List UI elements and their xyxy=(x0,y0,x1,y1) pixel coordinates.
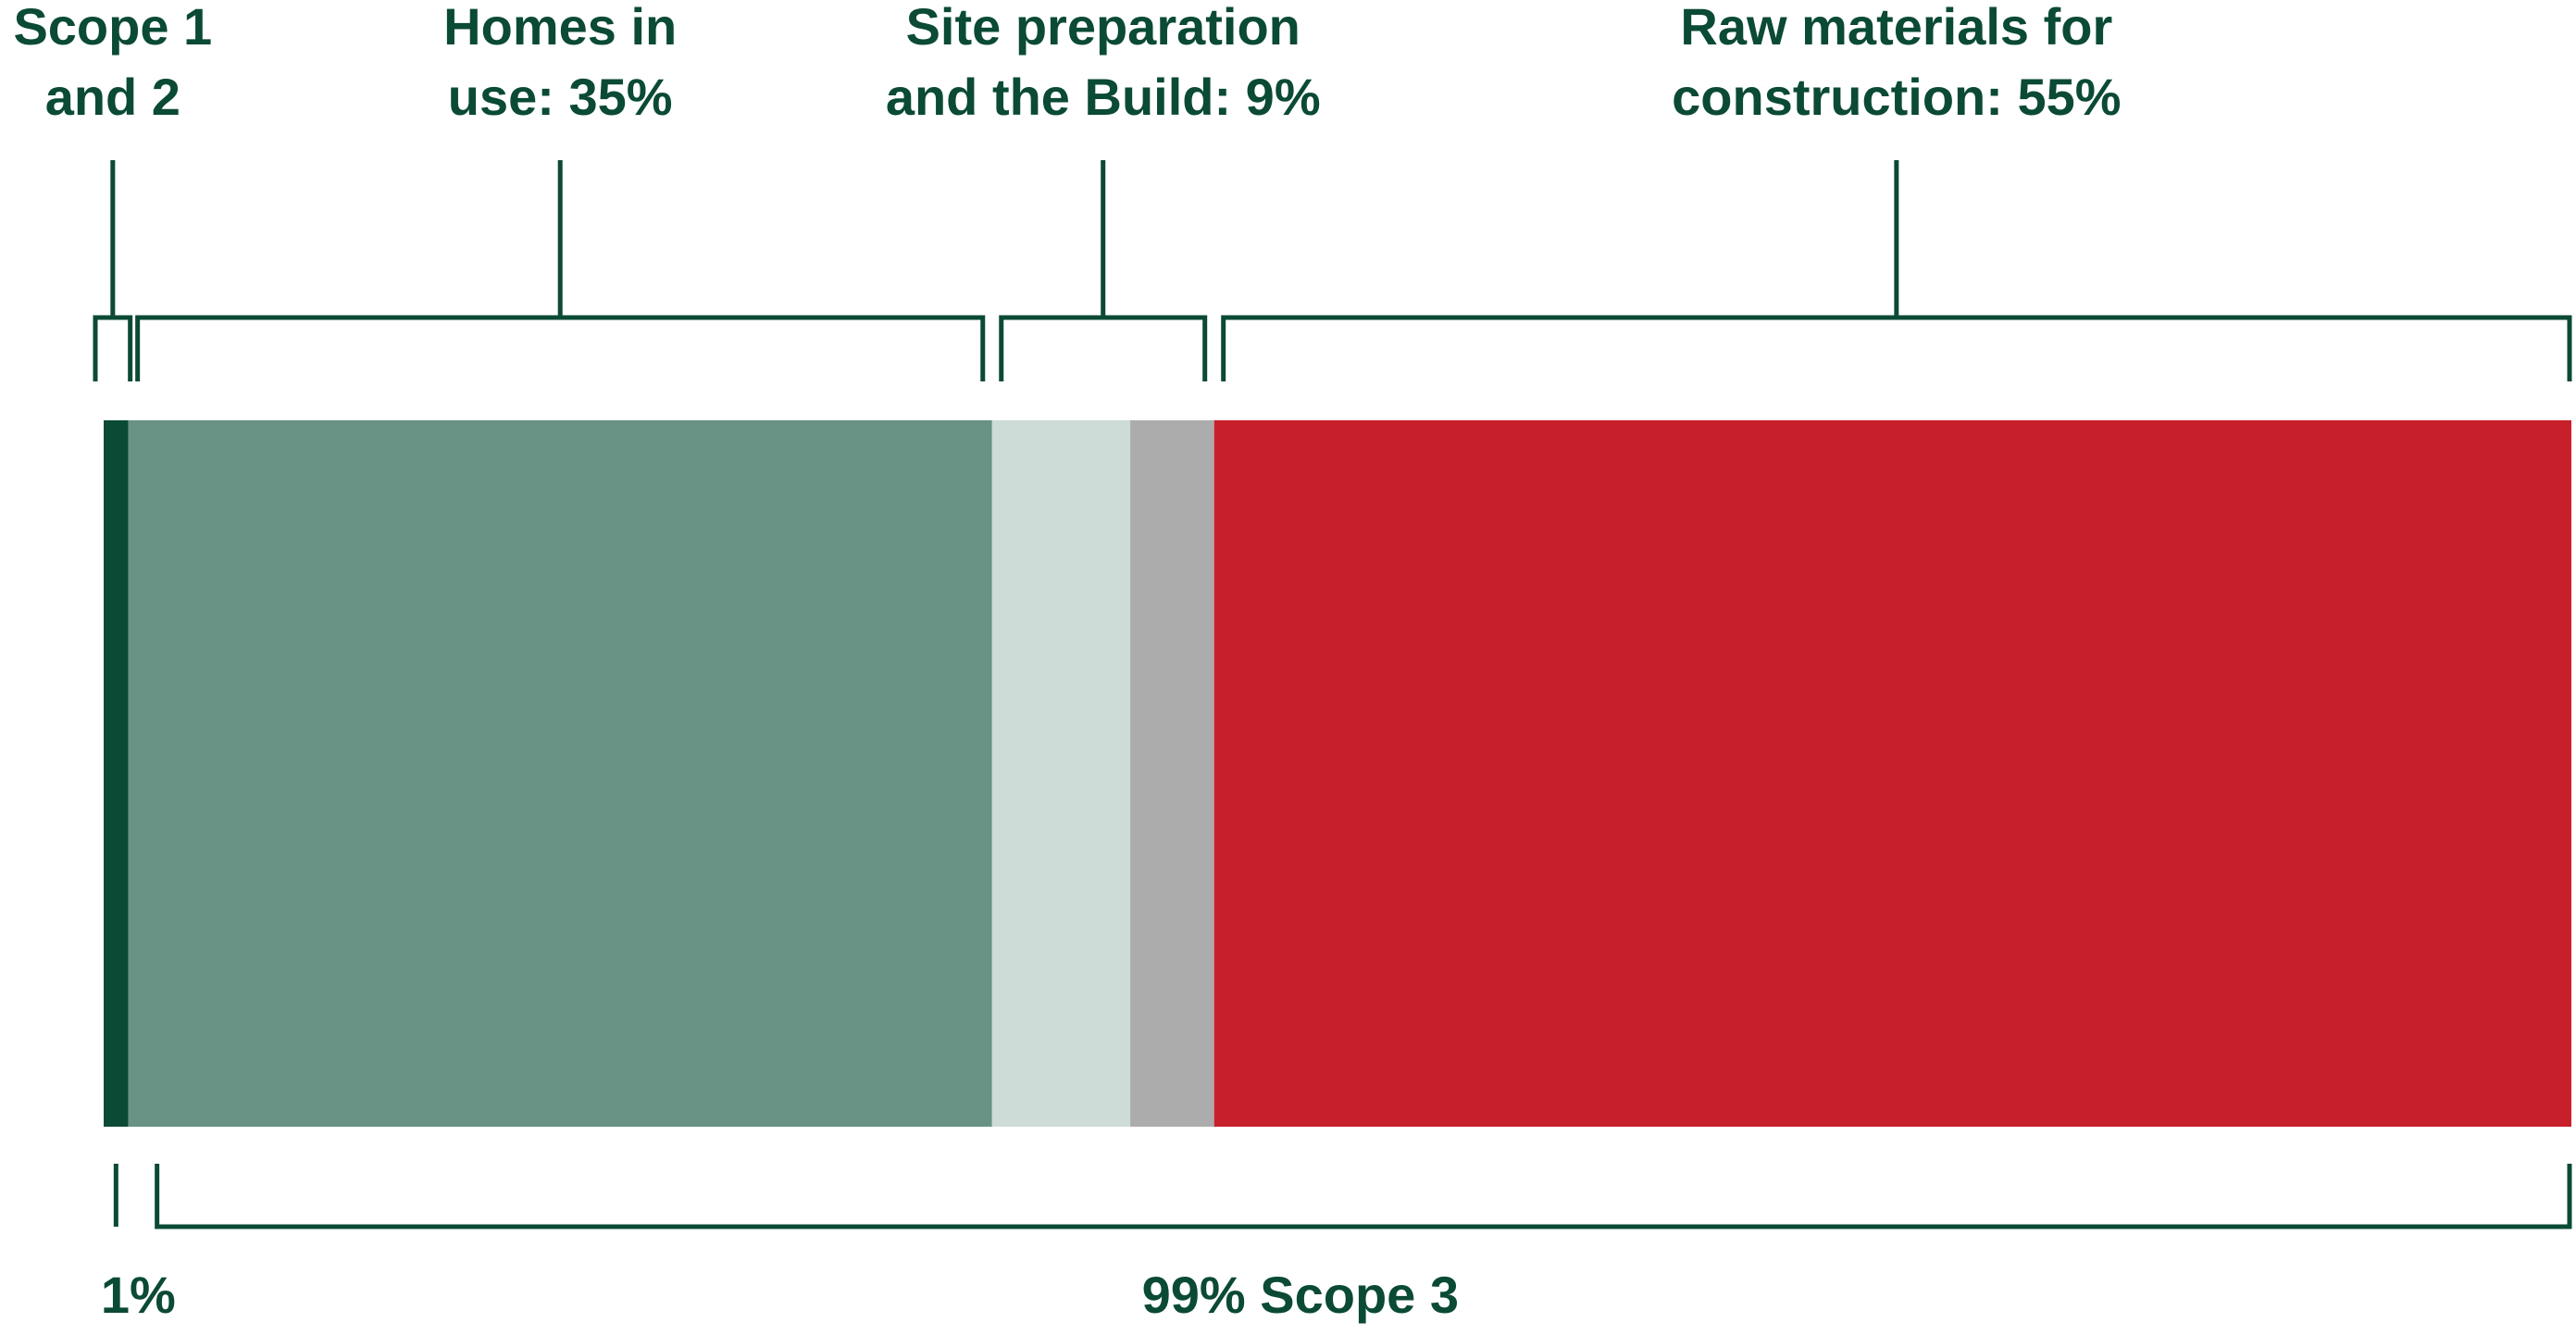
bottom-bracket-1: 99% Scope 3 xyxy=(155,1164,2572,1324)
top-bracket-0: Scope 1 and 2 xyxy=(13,0,212,381)
top-label-line: Raw materials for xyxy=(1680,0,2112,56)
top-bracket-1: Homes in use: 35% xyxy=(135,0,986,381)
bar-segment-raw xyxy=(1213,420,2571,1127)
bar-segment-homes xyxy=(128,420,992,1127)
top-label-line: use: 35% xyxy=(448,68,673,126)
bar-segment-build xyxy=(1130,420,1214,1127)
bottom-bracket-label: 1% xyxy=(101,1266,176,1324)
top-bracket-line xyxy=(135,315,986,381)
top-bracket-line xyxy=(1221,315,2572,381)
top-bracket-label: Raw materials for construction: 55% xyxy=(1672,0,2121,126)
top-label-line: Homes in xyxy=(443,0,677,56)
top-bracket-label: Scope 1 and 2 xyxy=(13,0,212,126)
bottom-brackets: 1% 99% Scope 3 xyxy=(101,1164,2572,1324)
top-bracket-label: Homes in use: 35% xyxy=(443,0,677,126)
bottom-bracket-label: 99% Scope 3 xyxy=(1142,1266,1459,1324)
top-label-line: and 2 xyxy=(45,68,180,126)
bottom-bracket-line xyxy=(155,1164,2572,1229)
top-brackets: Scope 1 and 2 Homes in use: 35% Site prepara… xyxy=(13,0,2572,381)
top-label-line: and the Build: 9% xyxy=(886,68,1321,126)
top-bracket-3: Raw materials for construction: 55% xyxy=(1221,0,2572,381)
top-bracket-2: Site preparation and the Build: 9% xyxy=(886,0,1321,381)
top-bracket-line xyxy=(93,315,133,381)
top-label-line: Site preparation xyxy=(906,0,1300,56)
bar-segment-site_prep xyxy=(991,420,1131,1127)
bar-segment-scope12 xyxy=(104,420,129,1127)
bar-segments xyxy=(104,420,2571,1127)
top-label-line: Scope 1 xyxy=(13,0,212,56)
top-bracket-line xyxy=(999,315,1208,381)
top-label-line: construction: 55% xyxy=(1672,68,2121,126)
bottom-bracket-0: 1% xyxy=(101,1164,176,1324)
top-bracket-label: Site preparation and the Build: 9% xyxy=(886,0,1321,126)
